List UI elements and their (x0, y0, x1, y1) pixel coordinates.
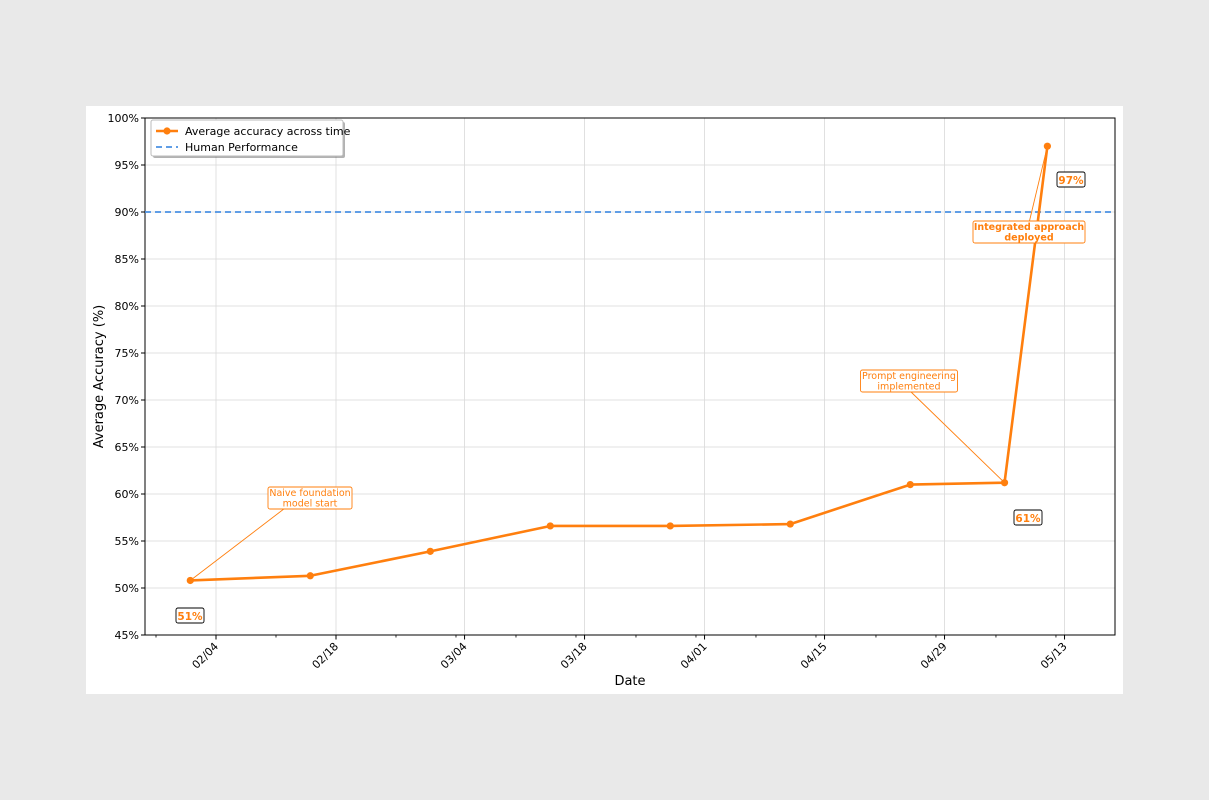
y-tick-label: 95% (115, 159, 139, 172)
legend-series-label: Average accuracy across time (185, 125, 351, 138)
data-point (546, 522, 554, 530)
annotation-box (972, 220, 1086, 244)
x-axis-label: Date (614, 674, 645, 689)
x-tick-label: 02/04 (190, 640, 222, 672)
annotation-box (267, 486, 353, 510)
legend-box (150, 119, 344, 157)
x-tick-label: 02/18 (310, 640, 342, 672)
y-tick-label: 100% (108, 112, 139, 125)
chart-card: 45% 50% 55% 60% 65% 70% 75% 80% 85% 90% 95% 100% 02/… (86, 106, 1123, 694)
annotation-text: model start (283, 499, 338, 510)
value-label-box (1056, 171, 1086, 188)
value-label: 51% (177, 611, 203, 623)
plot-frame (144, 117, 1116, 636)
y-tick-label: 50% (115, 582, 139, 595)
data-point (906, 481, 914, 489)
annotation-text: implemented (877, 382, 940, 393)
data-point (666, 522, 674, 530)
data-point (1043, 142, 1051, 150)
y-axis-label: Average Accuracy (%) (92, 305, 107, 449)
annotation-text: Prompt engineering (862, 371, 956, 382)
y-tick-label: 70% (115, 394, 139, 407)
x-tick-label: 03/18 (558, 640, 590, 672)
x-tick-label: 04/15 (798, 640, 830, 672)
y-tick-label: 80% (115, 300, 139, 313)
legend-reference-label: Human Performance (185, 141, 298, 154)
data-point (426, 547, 434, 555)
x-tick-label: 03/04 (438, 640, 470, 672)
value-label-box (1013, 509, 1043, 526)
y-tick-label: 75% (115, 347, 139, 360)
annotation-connector (1028, 146, 1048, 224)
data-point (786, 520, 794, 528)
value-label: 97% (1058, 175, 1084, 187)
annotation-text: Integrated approach (974, 222, 1085, 233)
value-label-box (175, 607, 205, 624)
y-tick-label: 85% (115, 253, 139, 266)
y-tick-label: 55% (115, 535, 139, 548)
annotation-text: Naive foundation (269, 488, 350, 499)
y-tick-label: 45% (115, 629, 139, 642)
annotation-box (860, 369, 958, 393)
legend-series-marker (163, 127, 171, 135)
x-tick-label: 05/13 (1038, 640, 1070, 672)
annotation-connector (908, 389, 1005, 484)
annotation-text: deployed (1004, 233, 1053, 244)
x-tick-label: 04/29 (918, 640, 950, 672)
line-chart: 45% 50% 55% 60% 65% 70% 75% 80% 85% 90% 95% 100% 02/… (92, 112, 1116, 689)
data-point (306, 572, 314, 580)
x-tick-label: 04/01 (678, 640, 710, 672)
y-tick-label: 60% (115, 488, 139, 501)
value-label: 61% (1015, 513, 1041, 525)
y-tick-label: 65% (115, 441, 139, 454)
y-tick-label: 90% (115, 206, 139, 219)
